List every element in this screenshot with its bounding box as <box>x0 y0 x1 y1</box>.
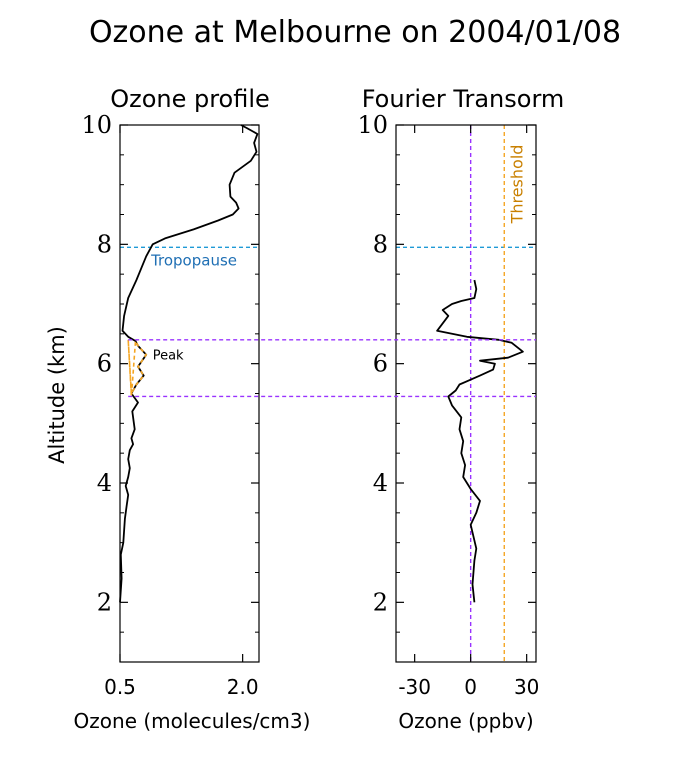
x-axis-label: Ozone (ppbv) <box>398 709 533 733</box>
panel-title: Fourier Transorm <box>362 85 565 113</box>
y-tick-label: 10 <box>357 111 388 139</box>
ozone-profile-panel: Ozone profile Ozone (molecules/cm3) 2 4 6 8 10… <box>74 85 311 733</box>
shared-y-axis-label: Altitude (km) <box>45 326 69 464</box>
y-tick-label: 2 <box>373 588 388 616</box>
x-tick-label: 2.0 <box>227 675 259 699</box>
x-tick-label: 0 <box>464 675 477 699</box>
y-tick-label: 8 <box>373 230 388 258</box>
y-tick-label: 4 <box>373 469 388 497</box>
y-tick-label: 6 <box>97 350 112 378</box>
x-tick-label: -30 <box>398 675 431 699</box>
panel-title: Ozone profile <box>110 85 270 113</box>
threshold-label: Threshold <box>507 145 526 225</box>
x-tick-label: 0.5 <box>104 675 136 699</box>
y-tick-label: 6 <box>373 350 388 378</box>
y-tick-label: 8 <box>97 230 112 258</box>
tropopause-label: Tropopause <box>150 251 237 269</box>
peak-label: Peak <box>153 349 184 364</box>
fourier-signal-line <box>436 279 524 603</box>
ozone-profile-line <box>119 124 259 603</box>
peak-outline <box>127 338 148 397</box>
x-tick-label: 30 <box>514 675 539 699</box>
y-tick-label: 2 <box>97 588 112 616</box>
y-tick-label: 10 <box>81 111 112 139</box>
y-tick-label: 4 <box>97 469 112 497</box>
x-axis-label: Ozone (molecules/cm3) <box>74 709 311 733</box>
figure-title: Ozone at Melbourne on 2004/01/08 <box>89 15 621 50</box>
fourier-transform-panel: Fourier Transorm Ozone (ppbv) 2 4 6 8 10 -30 0 30… <box>357 85 564 733</box>
